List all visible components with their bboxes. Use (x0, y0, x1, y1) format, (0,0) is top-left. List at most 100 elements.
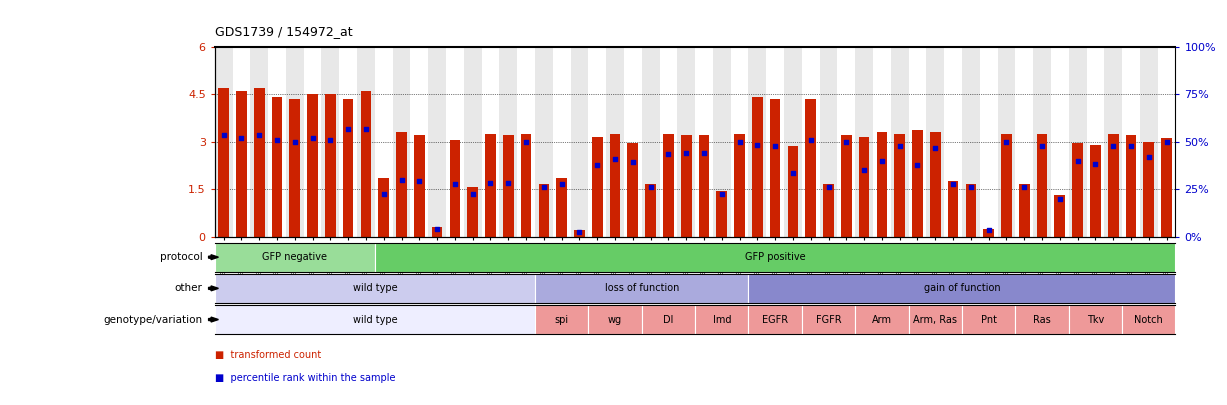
Text: other: other (174, 284, 202, 293)
Bar (1125, 135, 1136, 237)
Point (1032, 143, 1052, 149)
Bar (290, 99, 301, 237)
Bar (374, 47, 393, 237)
Point (908, 162, 928, 168)
Bar (891, 47, 908, 237)
Point (213, 132, 233, 139)
Point (374, 190, 394, 197)
Bar (748, 47, 766, 237)
Point (1121, 143, 1141, 149)
Bar (303, 47, 321, 237)
Point (979, 227, 999, 233)
Bar (1108, 134, 1119, 237)
Bar (485, 134, 496, 237)
Bar (837, 47, 855, 237)
Text: ■  percentile rank within the sample: ■ percentile rank within the sample (215, 373, 395, 383)
Bar (254, 88, 265, 237)
Point (356, 126, 375, 132)
Bar (499, 47, 517, 237)
Point (818, 184, 838, 191)
Bar (840, 135, 852, 237)
Bar (588, 47, 606, 237)
Point (944, 181, 963, 188)
Bar (445, 47, 464, 237)
Point (730, 139, 750, 145)
Bar (215, 274, 535, 303)
Bar (623, 47, 642, 237)
Bar (218, 88, 229, 237)
Bar (556, 178, 567, 237)
Point (996, 139, 1016, 145)
Bar (1015, 305, 1069, 334)
Bar (681, 135, 692, 237)
Bar (250, 47, 267, 237)
Bar (1001, 134, 1012, 237)
Text: loss of function: loss of function (605, 284, 679, 293)
Bar (1018, 184, 1029, 237)
Bar (748, 305, 801, 334)
Bar (966, 184, 977, 237)
Bar (694, 47, 713, 237)
Bar (717, 191, 728, 237)
Bar (1144, 142, 1155, 237)
Bar (503, 135, 514, 237)
Point (694, 149, 714, 156)
Text: wild type: wild type (352, 284, 398, 293)
Bar (339, 47, 357, 237)
Bar (855, 47, 872, 237)
Bar (962, 47, 979, 237)
Bar (517, 47, 535, 237)
Bar (752, 97, 763, 237)
Bar (983, 228, 994, 237)
Bar (606, 47, 623, 237)
Bar (357, 47, 374, 237)
Bar (1069, 47, 1086, 237)
Point (623, 159, 643, 165)
Point (1103, 143, 1123, 149)
Bar (535, 274, 748, 303)
Point (872, 157, 892, 164)
Bar (428, 47, 445, 237)
Text: protocol: protocol (160, 252, 202, 262)
Point (1139, 154, 1158, 161)
Point (320, 137, 340, 143)
Point (303, 135, 323, 142)
Bar (859, 137, 870, 237)
Text: Arm: Arm (872, 315, 892, 324)
Bar (788, 146, 799, 237)
Bar (698, 135, 709, 237)
Point (747, 141, 767, 148)
Bar (286, 47, 303, 237)
Bar (642, 305, 694, 334)
Bar (1121, 47, 1140, 237)
Point (676, 149, 696, 156)
Bar (571, 47, 588, 237)
Bar (1086, 47, 1104, 237)
Point (1067, 157, 1087, 164)
Bar (215, 305, 535, 334)
Bar (267, 47, 286, 237)
Bar (894, 134, 906, 237)
Bar (930, 132, 941, 237)
Bar (801, 305, 855, 334)
Bar (855, 305, 908, 334)
Bar (591, 137, 602, 237)
Point (285, 139, 304, 145)
Bar (325, 94, 336, 237)
Text: Ras: Ras (1033, 315, 1050, 324)
Point (640, 184, 660, 191)
Bar (307, 94, 318, 237)
Point (1086, 160, 1106, 167)
Bar (1050, 47, 1069, 237)
Bar (215, 243, 374, 272)
Bar (1157, 47, 1175, 237)
Point (427, 225, 447, 232)
Point (517, 139, 536, 145)
Point (659, 151, 679, 158)
Bar (1033, 47, 1050, 237)
Point (481, 179, 501, 186)
Point (890, 143, 909, 149)
Bar (645, 184, 656, 237)
Point (605, 156, 625, 162)
Bar (947, 181, 958, 237)
